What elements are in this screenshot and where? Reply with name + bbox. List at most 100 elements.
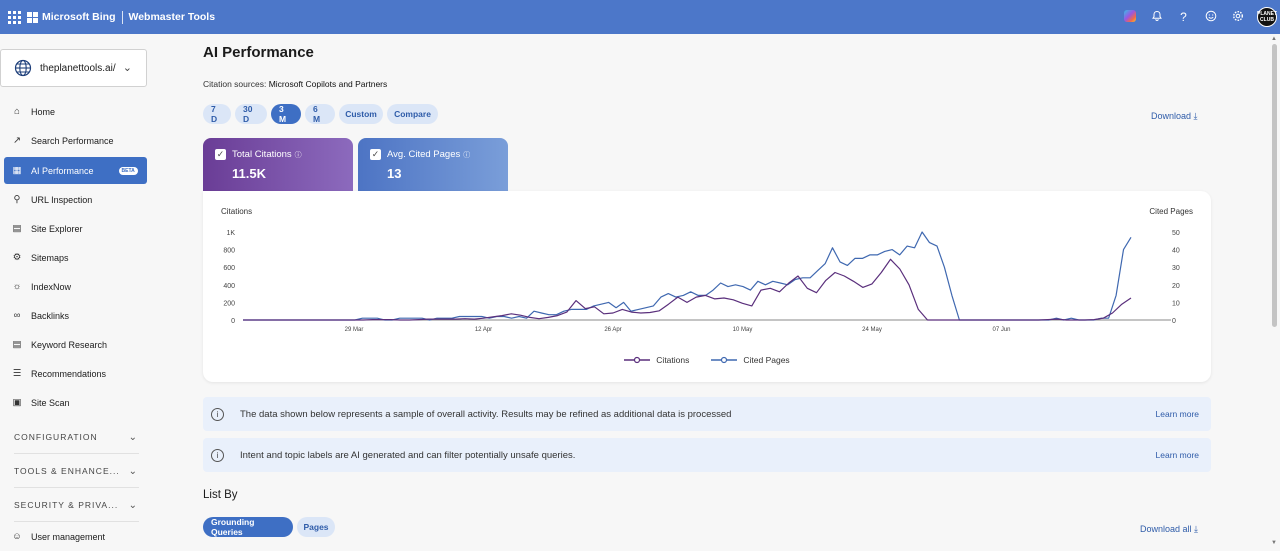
chevron-down-icon: ⌄ — [128, 499, 137, 511]
download-button[interactable]: Download ⤓ — [1151, 111, 1198, 122]
sidebar-item-label: Recommendations — [31, 368, 107, 379]
x-tick-label: 10 May — [733, 327, 753, 333]
y-axis-label-left: Citations — [221, 207, 253, 216]
sidebar-item-recommendations[interactable]: ☰ Recommendations — [4, 360, 147, 387]
range-6m-button[interactable]: 6 M — [305, 104, 335, 124]
tab-pages[interactable]: Pages — [297, 517, 335, 537]
section-divider — [14, 453, 139, 454]
range-compare-button[interactable]: Compare — [387, 104, 438, 124]
citation-sources-label: Citation sources: — [203, 79, 267, 89]
ai-performance-chart: Citations Cited Pages 0 200 400 600 800 1K 0 10… — [203, 191, 1211, 382]
info-banner-labels: i Intent and topic labels are AI generat… — [203, 438, 1211, 472]
series-line-citations — [243, 258, 1132, 321]
section-security-privacy[interactable]: SECURITY & PRIVA... ⌄ — [14, 490, 139, 520]
card-label: Avg. Cited Pages ⓘ — [387, 149, 471, 160]
sidebar-item-site-explorer[interactable]: ▤ Site Explorer — [4, 215, 147, 242]
beta-badge: BETA — [118, 166, 138, 175]
info-text: The data shown below represents a sample… — [240, 408, 732, 420]
series-line-cited-pages — [243, 231, 1132, 321]
citation-sources: Citation sources: Microsoft Copilots and… — [203, 79, 387, 89]
card-value: 11.5K — [232, 166, 266, 181]
range-3m-button[interactable]: 3 M — [271, 104, 301, 124]
brand-name[interactable]: Microsoft Bing — [42, 11, 116, 23]
avatar[interactable]: PLANET CLUB — [1257, 7, 1277, 27]
chart-legend: Citations Cited Pages — [203, 355, 1211, 365]
sidebar-item-label: Site Scan — [31, 397, 70, 408]
sidebar-item-label: Home — [31, 106, 56, 117]
y-tick-label-left: 800 — [223, 248, 235, 255]
download-icon: ⤓ — [1193, 111, 1198, 121]
avg-cited-pages-card[interactable]: ✓ Avg. Cited Pages ⓘ 13 — [358, 138, 508, 191]
sidebar-item-ai-performance[interactable]: ▦ AI Performance BETA — [4, 157, 147, 184]
learn-more-link[interactable]: Learn more — [1155, 450, 1199, 460]
product-name[interactable]: Webmaster Tools — [128, 11, 216, 23]
download-icon: ⤓ — [1194, 524, 1199, 534]
chevron-down-icon: ⌄ — [128, 431, 137, 443]
list-by-tabs: Grounding Queries Pages — [203, 517, 335, 537]
sidebar-item-user-management[interactable]: ☺ User management — [4, 523, 147, 550]
section-divider — [14, 487, 139, 488]
smiley-icon[interactable] — [1197, 10, 1224, 25]
sidebar-item-keyword-research[interactable]: ▤ Keyword Research — [4, 331, 147, 358]
copilot-icon[interactable] — [1116, 9, 1143, 25]
sidebar-item-label: Site Explorer — [31, 223, 83, 234]
section-label: CONFIGURATION — [14, 432, 98, 442]
scroll-down-arrow[interactable]: ▼ — [1271, 540, 1277, 546]
globe-icon — [14, 59, 32, 77]
sidebar-item-label: Search Performance — [31, 135, 114, 146]
bell-icon[interactable] — [1143, 10, 1170, 25]
download-label: Download — [1151, 111, 1192, 121]
y-tick-label-right: 20 — [1172, 283, 1180, 290]
legend-item-cited-pages[interactable]: Cited Pages — [711, 355, 790, 365]
section-configuration[interactable]: CONFIGURATION ⌄ — [14, 422, 139, 452]
total-citations-card[interactable]: ✓ Total Citations ⓘ 11.5K — [203, 138, 353, 191]
checkbox-checked-icon[interactable]: ✓ — [215, 149, 226, 160]
legend-cited-pages-swatch — [711, 356, 738, 364]
recommendations-icon: ☰ — [12, 368, 22, 379]
sidebar-item-site-scan[interactable]: ▣ Site Scan — [4, 389, 147, 416]
sidebar-item-home[interactable]: ⌂ Home — [4, 98, 147, 125]
link-icon: ∞ — [13, 310, 21, 321]
page-title: AI Performance — [203, 44, 314, 61]
sidebar-item-indexnow[interactable]: ☼ IndexNow — [4, 273, 147, 300]
download-all-label: Download all — [1140, 524, 1192, 534]
tab-grounding-queries[interactable]: Grounding Queries — [203, 517, 293, 537]
card-value: 13 — [387, 166, 402, 181]
checkbox-checked-icon[interactable]: ✓ — [370, 149, 381, 160]
keyword-icon: ▤ — [12, 339, 22, 350]
range-7d-button[interactable]: 7 D — [203, 104, 231, 124]
help-icon[interactable]: ? — [1180, 10, 1187, 24]
scrollbar-thumb[interactable] — [1272, 44, 1277, 327]
x-tick-label: 26 Apr — [604, 327, 621, 333]
top-bar: Microsoft Bing Webmaster Tools ? PLANET … — [0, 0, 1280, 34]
home-icon: ⌂ — [14, 106, 20, 117]
y-tick-label-left: 600 — [223, 265, 235, 272]
gear-icon[interactable] — [1224, 10, 1251, 25]
range-30d-button[interactable]: 30 D — [235, 104, 267, 124]
legend-item-citations[interactable]: Citations — [624, 355, 689, 365]
info-icon: ⓘ — [463, 152, 471, 159]
y-tick-label-right: 10 — [1172, 300, 1180, 307]
section-tools-enhancements[interactable]: TOOLS & ENHANCE... ⌄ — [14, 456, 139, 486]
citation-sources-value: Microsoft Copilots and Partners — [268, 79, 388, 89]
info-text: Intent and topic labels are AI generated… — [240, 449, 576, 461]
sidebar-item-search-performance[interactable]: ↗ Search Performance — [4, 127, 147, 154]
date-range-buttons: 7 D 30 D 3 M 6 M Custom Compare — [203, 104, 438, 124]
sidebar-item-label: AI Performance — [31, 165, 94, 176]
x-tick-label: 07 Jun — [992, 327, 1010, 333]
site-name: theplanettools.ai/ — [40, 62, 116, 74]
sidebar-item-backlinks[interactable]: ∞ Backlinks — [4, 302, 147, 329]
range-custom-button[interactable]: Custom — [339, 104, 383, 124]
sidebar-item-url-inspection[interactable]: ⚲ URL Inspection — [4, 186, 147, 213]
sidebar-item-sitemaps[interactable]: ⚙ Sitemaps — [4, 244, 147, 271]
site-selector[interactable]: theplanettools.ai/ ⌄ — [0, 49, 147, 87]
download-all-button[interactable]: Download all ⤓ — [1140, 524, 1198, 535]
learn-more-link[interactable]: Learn more — [1155, 409, 1199, 419]
x-tick-label: 29 Mar — [345, 327, 364, 333]
section-divider — [14, 521, 139, 522]
microsoft-logo — [27, 11, 38, 23]
scroll-up-arrow[interactable]: ▲ — [1271, 36, 1277, 42]
apps-icon[interactable] — [3, 10, 25, 24]
info-icon: ⓘ — [294, 152, 302, 159]
sidebar-item-label: Keyword Research — [31, 339, 108, 350]
